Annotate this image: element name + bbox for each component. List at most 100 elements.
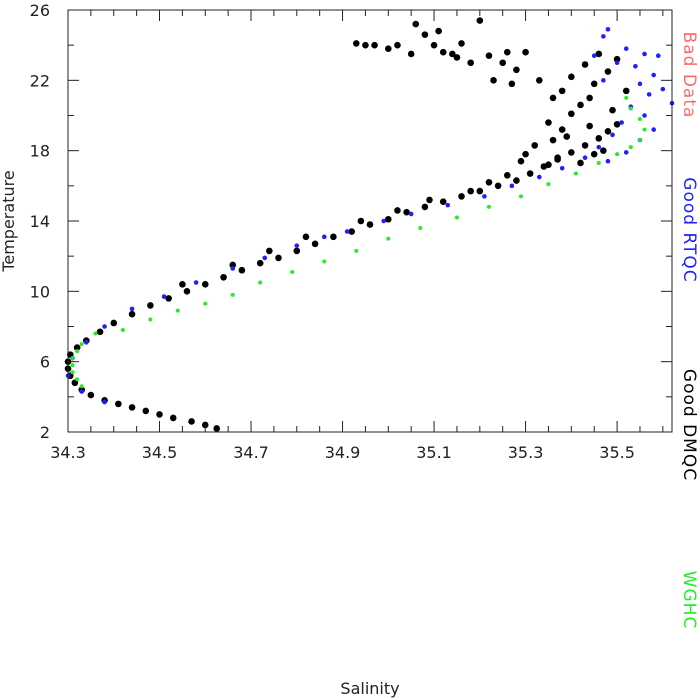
good-dmqc-point — [558, 126, 566, 133]
good-rtqc-point — [642, 113, 647, 118]
good-dmqc-point — [275, 254, 282, 262]
good-dmqc-point — [604, 68, 612, 75]
good-dmqc-point — [220, 273, 227, 281]
wghc-point — [175, 308, 180, 313]
wghc-point — [322, 259, 327, 264]
good-dmqc-point — [266, 247, 273, 255]
good-rtqc-point — [601, 78, 606, 83]
good-dmqc-point — [201, 421, 209, 429]
y-tick-label: 26 — [30, 1, 50, 20]
good-dmqc-point — [293, 247, 301, 255]
good-dmqc-point — [467, 59, 474, 67]
wghc-point — [546, 182, 551, 187]
wghc-point — [486, 204, 491, 209]
good-dmqc-point — [403, 208, 410, 216]
good-dmqc-point — [407, 50, 415, 58]
good-rtqc-point — [79, 389, 85, 394]
good-dmqc-point — [536, 77, 543, 84]
good-dmqc-point — [554, 154, 561, 161]
good-dmqc-point — [330, 233, 337, 241]
wghc-point — [70, 356, 75, 361]
good-dmqc-point — [490, 77, 497, 84]
good-dmqc-point — [476, 17, 484, 24]
good-dmqc-point — [183, 288, 191, 295]
good-rtqc-point — [84, 340, 89, 345]
good-dmqc-point — [568, 73, 575, 81]
good-rtqc-point — [582, 155, 588, 160]
good-rtqc-point — [605, 158, 611, 164]
good-dmqc-point — [595, 135, 603, 142]
good-dmqc-point — [453, 54, 461, 61]
wghc-point — [93, 331, 98, 336]
good-dmqc-point — [581, 142, 589, 149]
y-tick-label: 14 — [30, 212, 50, 231]
wghc-point — [418, 226, 423, 231]
good-dmqc-point — [435, 27, 442, 35]
good-rtqc-point — [633, 63, 638, 69]
good-dmqc-point — [311, 240, 319, 248]
wghc-point — [386, 236, 391, 241]
good-rtqc-point — [161, 294, 167, 299]
good-dmqc-point — [558, 87, 566, 95]
y-axis-title: Temperature — [0, 170, 18, 272]
good-rtqc-point — [614, 60, 620, 66]
y-tick-label: 10 — [30, 282, 50, 301]
good-dmqc-point — [581, 61, 589, 68]
good-dmqc-point — [421, 31, 429, 38]
good-dmqc-point — [613, 120, 621, 128]
legend: Bad Data Good RTQC Good DMQC WGHC — [679, 32, 699, 630]
wghc-point — [642, 127, 647, 132]
good-rtqc-point — [537, 174, 542, 180]
good-dmqc-point — [371, 41, 378, 49]
good-dmqc-point — [385, 215, 392, 223]
good-dmqc-point — [115, 400, 122, 408]
good-dmqc-point — [503, 171, 511, 179]
wghc-point — [70, 363, 75, 368]
wghc-point — [75, 377, 80, 382]
good-rtqc-point — [482, 194, 487, 199]
good-rtqc-point — [559, 165, 565, 171]
good-dmqc-point — [201, 281, 209, 288]
good-dmqc-point — [458, 40, 465, 47]
good-rtqc-point — [623, 150, 629, 155]
x-tick-label: 35.3 — [508, 443, 544, 462]
good-dmqc-point — [549, 94, 557, 102]
good-rtqc-point — [610, 132, 615, 138]
y-tick-label: 22 — [30, 71, 50, 90]
good-dmqc-point — [421, 203, 429, 211]
good-dmqc-point — [362, 41, 369, 49]
legend-label-wghc: WGHC — [679, 571, 699, 630]
good-dmqc-point — [499, 59, 506, 67]
good-dmqc-point — [526, 170, 534, 177]
good-dmqc-point — [522, 48, 529, 56]
good-rtqc-point — [651, 72, 656, 78]
x-tick-label: 34.9 — [325, 443, 361, 462]
good-dmqc-point — [604, 128, 612, 135]
good-rtqc-point — [591, 53, 597, 59]
x-axis-title: Salinity — [340, 679, 399, 698]
good-dmqc-point — [348, 228, 355, 235]
good-dmqc-point — [394, 41, 401, 49]
wghc-point — [79, 342, 84, 347]
good-rtqc-point — [193, 280, 199, 285]
x-tick-label: 34.7 — [233, 443, 269, 462]
good-dmqc-point — [426, 196, 433, 204]
good-dmqc-point — [577, 159, 584, 167]
good-dmqc-point — [156, 411, 163, 418]
good-dmqc-point — [439, 198, 447, 205]
x-tick-label: 35.5 — [599, 443, 635, 462]
good-dmqc-point — [595, 50, 603, 58]
good-rtqc-point — [642, 51, 647, 57]
good-rtqc-point — [619, 120, 624, 125]
good-dmqc-point — [128, 310, 136, 318]
good-dmqc-point — [568, 110, 575, 118]
wghc-point — [454, 215, 459, 220]
good-dmqc-point — [485, 179, 493, 186]
wghc-point — [624, 95, 629, 100]
good-rtqc-point — [601, 34, 606, 39]
wghc-point — [615, 152, 620, 157]
good-rtqc-point — [623, 46, 629, 51]
good-dmqc-point — [545, 161, 552, 169]
